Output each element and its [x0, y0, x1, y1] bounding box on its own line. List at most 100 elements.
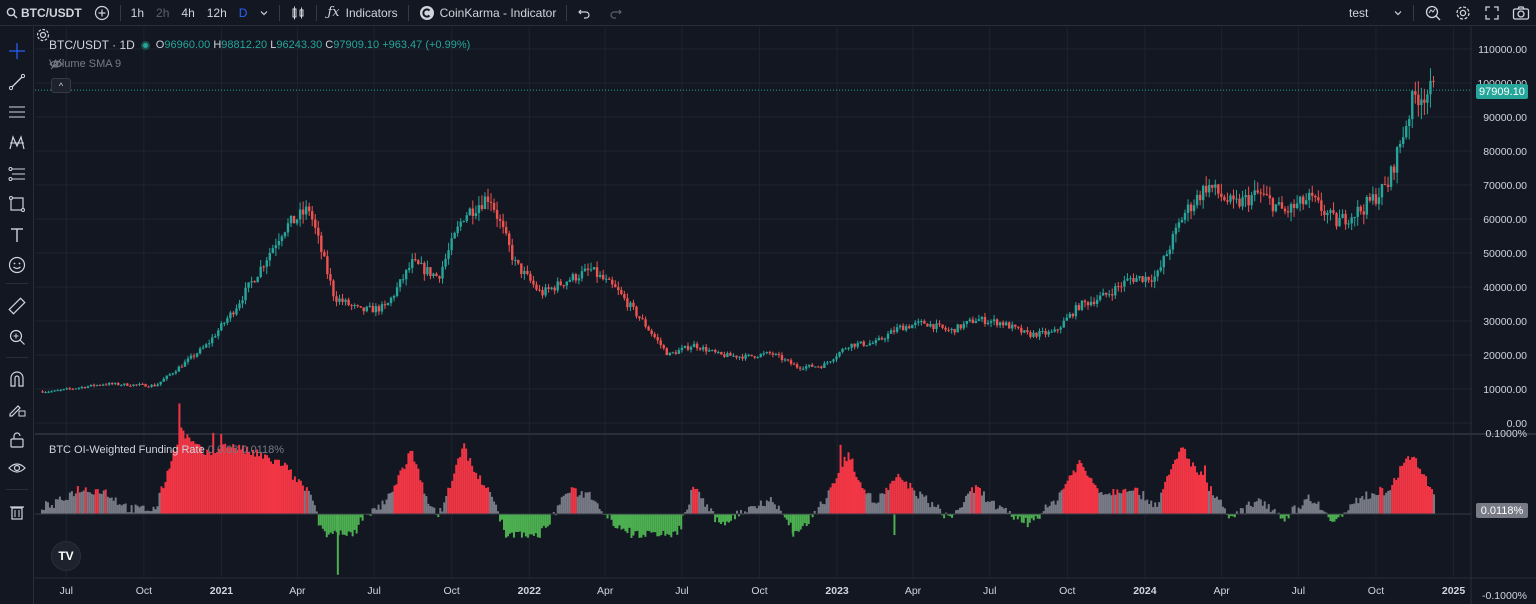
interval-dropdown[interactable]	[253, 0, 275, 26]
funding-bar	[118, 504, 121, 514]
interval-12h[interactable]: 12h	[206, 5, 227, 20]
funding-bar	[214, 453, 217, 514]
candle-body	[917, 321, 920, 323]
text-icon	[11, 228, 23, 242]
funding-bar	[821, 503, 824, 514]
crosshair-tool[interactable]	[7, 41, 27, 61]
candle-body	[1205, 185, 1208, 193]
funding-last-label: 0.0118%	[1476, 503, 1528, 518]
funding-bar	[166, 470, 169, 514]
quick-search-button[interactable]	[1418, 0, 1448, 26]
tradingview-logo[interactable]: TV	[51, 541, 81, 571]
trash-icon	[10, 506, 24, 520]
symbol-search-button[interactable]: BTC/USDT	[0, 0, 88, 26]
candle-body	[1241, 197, 1244, 207]
funding-bar	[459, 456, 462, 514]
interval-1h[interactable]: 1h	[130, 5, 145, 20]
trend-line-tool[interactable]	[7, 72, 27, 92]
candle-body	[271, 248, 275, 254]
candle-body	[1089, 301, 1093, 306]
time-axis[interactable]: Jul Oct 2021 Apr Jul Oct 2022 Apr Jul Oct 2023 Apr J…	[60, 585, 1466, 597]
funding-bar	[588, 491, 591, 514]
funding-bar	[1138, 494, 1141, 514]
collapse-legend-button[interactable]: ^	[51, 78, 71, 93]
funding-bar	[532, 514, 535, 536]
interval-4h[interactable]: 4h	[181, 5, 195, 20]
separator	[1413, 5, 1414, 21]
magnet-tool[interactable]	[7, 369, 27, 389]
candle-body	[238, 303, 241, 309]
measure-tool[interactable]	[7, 296, 27, 316]
funding-bar	[570, 487, 573, 514]
funding-bar	[692, 486, 695, 514]
candle-body	[1432, 80, 1435, 82]
time-tick-label: Jul	[1292, 585, 1305, 597]
pattern-tool[interactable]	[7, 133, 27, 153]
shapes-tool[interactable]	[7, 194, 27, 214]
indicators-button[interactable]: ƒx Indicators	[321, 0, 403, 26]
funding-bar	[114, 497, 117, 514]
candle-body	[117, 383, 120, 386]
chart-pane[interactable]: 110000.00100000.0090000.0080000.0070000.…	[35, 27, 1536, 604]
funding-bar	[493, 501, 496, 514]
candle-body	[717, 351, 720, 353]
remove-drawings-tool[interactable]	[7, 502, 27, 522]
custom-indicator-button[interactable]: CoinKarma - Indicator	[413, 0, 563, 26]
funding-bar	[1215, 496, 1218, 514]
layout-menu[interactable]: test	[1343, 0, 1409, 26]
funding-bar	[704, 506, 707, 514]
zoom-in-tool[interactable]	[7, 327, 27, 347]
price-chart[interactable]: 110000.00100000.0090000.0080000.0070000.…	[35, 27, 1536, 604]
candle-body	[823, 363, 826, 368]
funding-bar	[188, 437, 191, 514]
snapshot-button[interactable]	[1506, 0, 1536, 26]
candle-body	[947, 329, 950, 331]
funding-bar	[1347, 510, 1350, 514]
candle-body	[756, 356, 759, 358]
interval-d[interactable]: D	[238, 5, 248, 20]
funding-bar	[469, 458, 472, 514]
candle-body	[1305, 200, 1308, 205]
funding-bar	[899, 477, 902, 514]
fullscreen-button[interactable]	[1478, 0, 1506, 26]
axis-settings-icon[interactable]	[35, 27, 51, 43]
text-tool[interactable]	[7, 225, 27, 245]
funding-bar	[891, 480, 894, 514]
interval-2h[interactable]: 2h	[156, 5, 170, 20]
candle-body	[589, 269, 593, 271]
funding-bar	[1056, 500, 1059, 514]
chart-type-button[interactable]	[284, 0, 312, 26]
candle-body	[1141, 276, 1144, 282]
funding-bar	[42, 510, 45, 514]
redo-button[interactable]	[603, 0, 629, 26]
stay-in-drawing-tool[interactable]	[7, 399, 27, 419]
compare-symbol-button[interactable]	[88, 0, 116, 26]
price-axis[interactable]: 110000.00100000.0090000.0080000.0070000.…	[1477, 44, 1527, 430]
funding-bar	[198, 444, 201, 514]
undo-button[interactable]	[571, 0, 597, 26]
candle-body	[704, 347, 708, 352]
emoji-tool[interactable]	[7, 255, 27, 275]
funding-bar	[305, 487, 308, 514]
candle-body	[83, 386, 87, 388]
candle-body	[1056, 329, 1059, 331]
fib-tool[interactable]	[7, 164, 27, 184]
funding-bar	[220, 433, 223, 514]
funding-bar	[863, 489, 866, 514]
eye-off-icon[interactable]	[49, 58, 63, 70]
candle-body	[283, 232, 287, 237]
funding-bar	[495, 504, 498, 514]
candle-body	[314, 219, 317, 228]
candle-body	[780, 355, 784, 361]
candle-body	[495, 209, 499, 219]
horizontal-lines-tool[interactable]	[7, 102, 27, 122]
lock-drawings-tool[interactable]	[7, 430, 27, 450]
candle-body	[841, 348, 844, 353]
hide-drawings-tool[interactable]	[7, 458, 27, 478]
volume-legend[interactable]: Volume SMA 9	[49, 58, 121, 70]
price-tick-label: 10000.00	[1483, 384, 1527, 396]
funding-axis[interactable]: 0.1000% -0.1000%	[1482, 428, 1527, 602]
settings-button[interactable]	[1448, 0, 1478, 26]
funding-bar	[628, 514, 631, 528]
funding-bar	[287, 469, 290, 514]
